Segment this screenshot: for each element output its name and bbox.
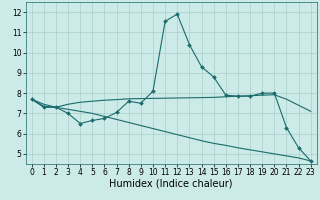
- X-axis label: Humidex (Indice chaleur): Humidex (Indice chaleur): [109, 179, 233, 189]
